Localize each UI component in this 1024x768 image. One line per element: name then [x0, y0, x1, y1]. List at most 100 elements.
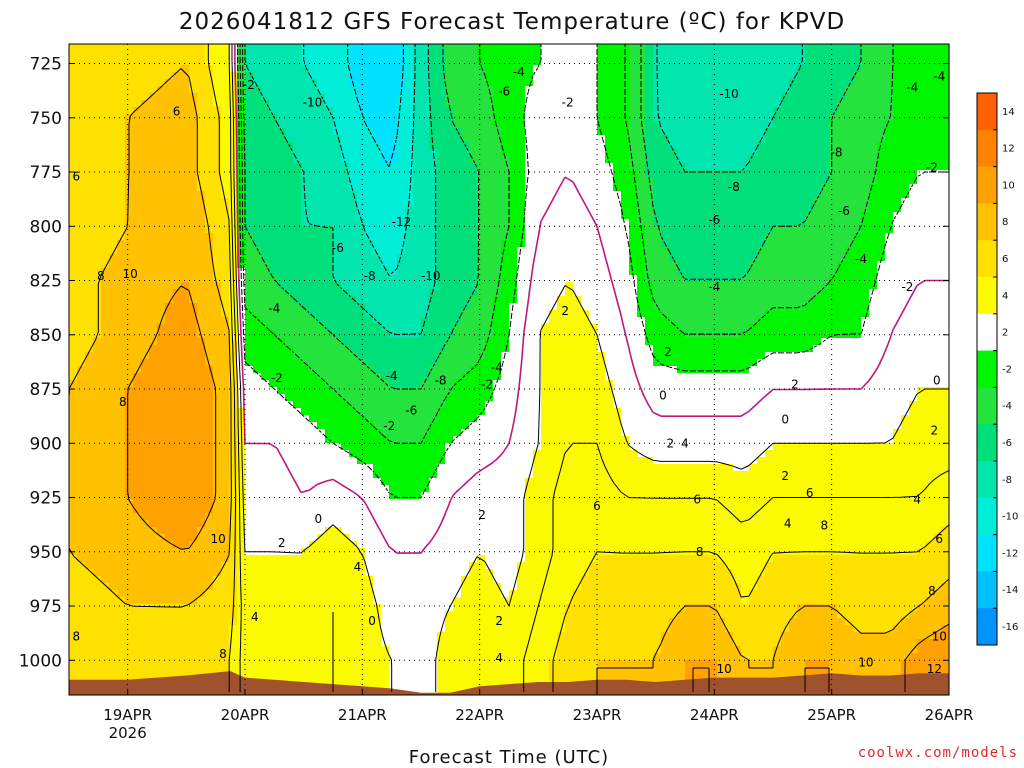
temperature-cell: [557, 296, 566, 304]
temperature-cell: [477, 338, 486, 346]
temperature-cell: [589, 289, 598, 297]
temperature-cell: [453, 205, 462, 213]
temperature-cell: [637, 247, 646, 255]
temperature-cell: [101, 149, 110, 157]
temperature-cell: [421, 212, 430, 220]
temperature-cell: [173, 58, 182, 66]
temperature-cell: [877, 240, 886, 248]
temperature-cell: [541, 282, 550, 290]
temperature-cell: [597, 205, 606, 213]
temperature-cell: [197, 100, 206, 108]
temperature-cell: [205, 149, 214, 157]
temperature-cell: [149, 51, 158, 59]
temperature-cell: [685, 233, 694, 241]
temperature-cell: [829, 79, 838, 87]
temperature-cell: [197, 142, 206, 150]
temperature-cell: [469, 142, 478, 150]
temperature-cell: [317, 212, 326, 220]
temperature-cell: [325, 345, 334, 353]
temperature-cell: [877, 156, 886, 164]
temperature-cell: [501, 51, 510, 59]
temperature-cell: [261, 170, 270, 178]
temperature-cell: [837, 219, 846, 227]
temperature-cell: [653, 254, 662, 262]
temperature-cell: [653, 345, 662, 353]
temperature-cell: [741, 79, 750, 87]
temperature-cell: [885, 93, 894, 101]
temperature-cell: [541, 51, 550, 59]
temperature-cell: [557, 170, 566, 178]
temperature-cell: [597, 212, 606, 220]
temperature-cell: [349, 163, 358, 171]
temperature-cell: [677, 212, 686, 220]
temperature-cell: [629, 226, 638, 234]
temperature-cell: [477, 170, 486, 178]
temperature-cell: [877, 317, 886, 325]
temperature-cell: [269, 142, 278, 150]
temperature-cell: [709, 303, 718, 311]
temperature-cell: [893, 79, 902, 87]
temperature-cell: [69, 261, 78, 269]
temperature-cell: [941, 44, 950, 52]
temperature-cell: [773, 177, 782, 185]
temperature-cell: [405, 219, 414, 227]
temperature-cell: [637, 100, 646, 108]
temperature-cell: [261, 114, 270, 122]
temperature-cell: [853, 58, 862, 66]
temperature-cell: [805, 170, 814, 178]
temperature-cell: [437, 247, 446, 255]
temperature-cell: [845, 100, 854, 108]
temperature-cell: [397, 114, 406, 122]
temperature-cell: [709, 107, 718, 115]
temperature-cell: [77, 303, 86, 311]
temperature-cell: [741, 72, 750, 80]
temperature-cell: [669, 142, 678, 150]
temperature-cell: [893, 296, 902, 304]
temperature-cell: [845, 338, 854, 346]
temperature-cell: [381, 79, 390, 87]
temperature-cell: [797, 226, 806, 234]
temperature-cell: [813, 86, 822, 94]
temperature-cell: [229, 338, 238, 346]
temperature-cell: [357, 226, 366, 234]
temperature-cell: [853, 163, 862, 171]
temperature-cell: [885, 198, 894, 206]
temperature-cell: [789, 296, 798, 304]
temperature-cell: [189, 296, 198, 304]
temperature-cell: [381, 184, 390, 192]
temperature-cell: [437, 317, 446, 325]
temperature-cell: [805, 79, 814, 87]
temperature-cell: [613, 324, 622, 332]
temperature-cell: [909, 352, 918, 360]
temperature-cell: [349, 51, 358, 59]
temperature-cell: [397, 310, 406, 318]
temperature-cell: [813, 324, 822, 332]
temperature-cell: [621, 303, 630, 311]
temperature-cell: [365, 156, 374, 164]
temperature-cell: [165, 247, 174, 255]
temperature-cell: [477, 261, 486, 269]
temperature-cell: [69, 338, 78, 346]
temperature-cell: [397, 191, 406, 199]
temperature-cell: [757, 93, 766, 101]
temperature-cell: [301, 324, 310, 332]
temperature-cell: [165, 100, 174, 108]
temperature-cell: [749, 156, 758, 164]
temperature-cell: [789, 205, 798, 213]
temperature-cell: [517, 198, 526, 206]
temperature-cell: [77, 338, 86, 346]
temperature-cell: [781, 219, 790, 227]
temperature-cell: [397, 268, 406, 276]
temperature-cell: [293, 282, 302, 290]
temperature-cell: [413, 170, 422, 178]
temperature-cell: [821, 324, 830, 332]
temperature-cell: [829, 184, 838, 192]
temperature-cell: [77, 345, 86, 353]
temperature-cell: [629, 205, 638, 213]
temperature-cell: [685, 86, 694, 94]
temperature-cell: [493, 135, 502, 143]
temperature-cell: [877, 324, 886, 332]
temperature-cell: [373, 310, 382, 318]
temperature-cell: [141, 149, 150, 157]
temperature-cell: [829, 170, 838, 178]
